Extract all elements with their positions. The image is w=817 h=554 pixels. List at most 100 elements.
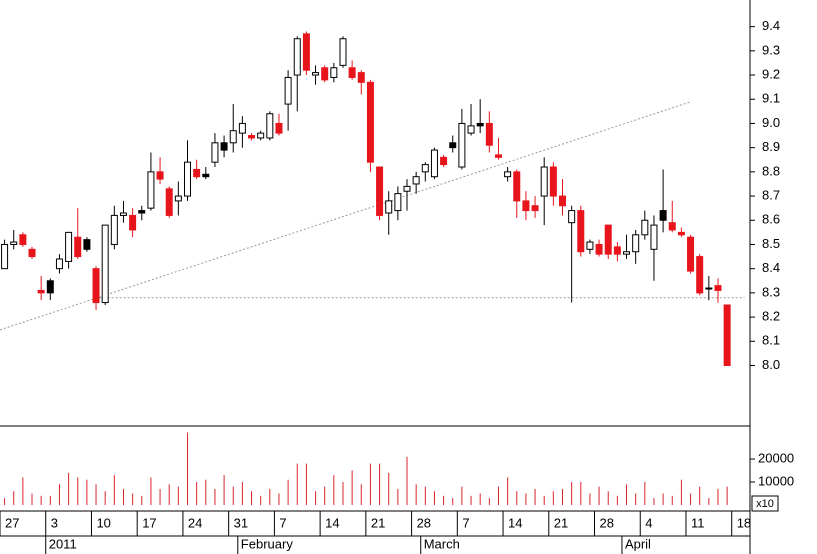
candle-body — [549, 166, 557, 197]
volume-bar — [278, 493, 280, 505]
volume-bar — [379, 463, 381, 505]
candle-body — [668, 222, 676, 231]
volume-bar — [443, 495, 445, 505]
candle-body — [330, 67, 338, 78]
volume-bar — [680, 479, 682, 505]
y-tick-label: 8.1 — [762, 333, 780, 348]
volume-bar — [287, 479, 289, 505]
volume-bar — [342, 482, 344, 505]
x-tick-label: 11 — [691, 515, 705, 530]
volume-bar — [141, 495, 143, 505]
volume-bar — [58, 484, 60, 505]
candle-body — [193, 168, 201, 178]
y-tick-label: 8.8 — [762, 163, 780, 178]
candle-body — [147, 171, 155, 209]
candle-body — [623, 251, 631, 255]
candle-body — [705, 287, 713, 290]
candle-body — [65, 231, 73, 262]
candle-body — [412, 176, 420, 185]
volume-bar — [351, 470, 353, 505]
volume-bar — [708, 498, 710, 505]
volume-bar — [251, 491, 253, 505]
unit-box — [751, 495, 779, 512]
candle-body — [28, 248, 36, 258]
y-tick-label: 9.0 — [762, 115, 780, 130]
candle-body — [586, 241, 594, 250]
y-tick-label: 8.4 — [762, 260, 780, 275]
candle-body — [559, 195, 566, 207]
y-tick-label: 9.2 — [762, 66, 780, 81]
candle-body — [211, 142, 219, 163]
candle-body — [504, 171, 512, 178]
y-tick-label: 8.3 — [762, 284, 780, 299]
volume-bar — [562, 488, 563, 505]
candle-body — [650, 224, 658, 250]
month-label: March — [424, 536, 460, 551]
candle-body — [723, 304, 731, 366]
candle-body — [229, 130, 237, 144]
candle-body — [248, 135, 256, 139]
candle-body — [632, 234, 640, 253]
y-tick-label: 8.5 — [762, 236, 780, 251]
volume-bar — [690, 493, 692, 505]
candle-body — [19, 234, 27, 245]
y-tick-label: 8.2 — [762, 309, 780, 324]
volume-bar — [333, 475, 335, 505]
candle-body — [339, 38, 347, 66]
candle-body — [202, 173, 210, 178]
candle-body — [238, 122, 246, 134]
candle-body — [513, 171, 521, 202]
volume-bar — [159, 488, 161, 505]
candle-body — [284, 76, 292, 105]
candle-body — [522, 200, 530, 212]
y-tick-label: 9.1 — [762, 91, 780, 106]
volume-bar — [369, 463, 371, 505]
candle-body — [138, 210, 146, 214]
volume-bar — [95, 484, 97, 505]
candle-body — [101, 224, 109, 304]
volume-bar — [653, 498, 655, 505]
month-label: April — [625, 536, 651, 551]
volume-bar — [324, 486, 326, 505]
volume-bar — [122, 488, 124, 505]
volume-bar — [543, 495, 545, 505]
volume-bar — [470, 495, 472, 505]
candle-body — [687, 236, 695, 272]
x-tick-label: 7 — [279, 515, 286, 530]
candle-body — [485, 122, 493, 146]
volume-bar — [497, 486, 499, 505]
v-tick-label: 10000 — [758, 473, 794, 488]
candle-body — [467, 125, 475, 134]
volume-bar — [406, 456, 408, 505]
volume-bar — [269, 488, 271, 505]
candle-body — [449, 142, 457, 149]
x-tick-label: 3 — [51, 515, 58, 530]
x-tick-label: 21 — [554, 515, 568, 530]
x-tick-label: 31 — [234, 515, 248, 530]
volume-bar — [626, 484, 628, 505]
volume-bar — [726, 486, 728, 505]
volume-bar — [607, 491, 609, 505]
y-tick-label: 8.0 — [762, 357, 780, 372]
candle-body — [293, 38, 301, 76]
candle-body — [275, 122, 283, 134]
volume-bar — [232, 486, 234, 505]
volume-bar — [479, 493, 481, 505]
x-tick-label: 14 — [508, 515, 522, 530]
month-label: February — [241, 536, 294, 551]
candle-body — [659, 210, 667, 221]
x-tick-label: 27 — [5, 515, 19, 530]
volume-bar — [397, 488, 399, 505]
volume-bar — [86, 479, 88, 505]
volume-bar — [77, 477, 79, 505]
x-tick-label: 28 — [600, 515, 614, 530]
candle-body — [531, 205, 539, 212]
candle-body — [568, 210, 576, 224]
volume-bar — [49, 495, 51, 505]
volume-bar — [150, 477, 152, 505]
x-tick-label: 7 — [462, 515, 469, 530]
volume-bar — [525, 493, 527, 505]
candle-body — [156, 171, 164, 180]
x-tick-label: 28 — [417, 515, 431, 530]
volume-bar — [241, 482, 243, 505]
